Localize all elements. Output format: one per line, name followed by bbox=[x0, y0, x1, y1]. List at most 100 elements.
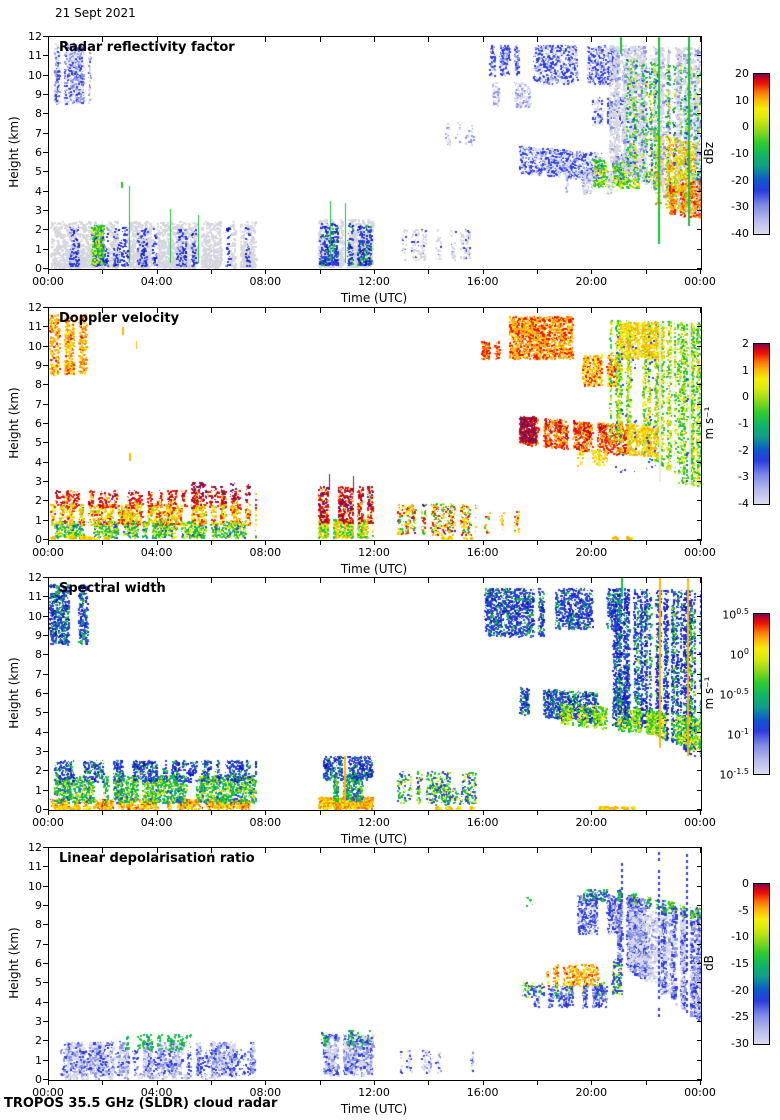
x-tick-mark bbox=[591, 848, 592, 853]
x-tick-mark bbox=[48, 810, 49, 815]
y-tick-mark bbox=[43, 75, 48, 76]
colorbar-tick-label: 10-1.5 bbox=[719, 767, 749, 782]
x-tick-mark bbox=[700, 308, 701, 313]
x-tick-mark bbox=[102, 540, 103, 545]
y-tick-mark bbox=[43, 404, 48, 405]
y-tick-mark bbox=[43, 94, 48, 95]
x-tick-mark bbox=[320, 540, 321, 545]
x-tick-mark bbox=[211, 810, 212, 815]
x-tick-mark bbox=[700, 810, 701, 815]
colorbar-reflectivity bbox=[753, 73, 770, 235]
x-tick-mark bbox=[102, 269, 103, 274]
y-tick-mark bbox=[697, 191, 702, 192]
y-tick-mark bbox=[697, 1040, 702, 1041]
x-tick-mark bbox=[374, 578, 375, 583]
x-tick-mark bbox=[157, 37, 158, 42]
y-tick-mark bbox=[697, 905, 702, 906]
y-tick-mark bbox=[697, 113, 702, 114]
y-axis-label: Height (km) bbox=[7, 116, 21, 188]
y-tick-mark bbox=[43, 1040, 48, 1041]
colorbar-tick-label: -5 bbox=[738, 903, 749, 917]
y-tick-mark bbox=[43, 152, 48, 153]
y-tick-label: 8 bbox=[35, 648, 42, 662]
x-tick-mark bbox=[211, 308, 212, 313]
y-tick-label: 1 bbox=[35, 242, 42, 256]
x-tick-mark bbox=[646, 37, 647, 42]
y-tick-mark bbox=[43, 1079, 48, 1080]
y-tick-label: 5 bbox=[35, 706, 42, 720]
y-tick-mark bbox=[697, 481, 702, 482]
y-tick-label: 12 bbox=[28, 301, 42, 314]
y-tick-mark bbox=[43, 693, 48, 694]
colorbar-unit-label: m s⁻¹ bbox=[702, 406, 716, 440]
x-tick-mark bbox=[265, 308, 266, 313]
y-tick-mark bbox=[697, 365, 702, 366]
y-tick-mark bbox=[697, 674, 702, 675]
y-tick-label: 4 bbox=[35, 455, 42, 469]
y-tick-mark bbox=[43, 423, 48, 424]
y-tick-mark bbox=[697, 596, 702, 597]
x-tick-mark bbox=[320, 848, 321, 853]
y-tick-mark bbox=[43, 191, 48, 192]
y-tick-mark bbox=[43, 442, 48, 443]
x-tick-mark bbox=[591, 308, 592, 313]
x-tick-mark bbox=[48, 1080, 49, 1085]
y-tick-mark bbox=[697, 384, 702, 385]
x-tick-mark bbox=[700, 540, 701, 545]
x-tick-label: 16:00 bbox=[466, 546, 499, 559]
x-tick-mark bbox=[211, 1080, 212, 1085]
y-tick-label: 9 bbox=[35, 359, 42, 372]
y-tick-mark bbox=[697, 520, 702, 521]
colorbar-unit-label: dB bbox=[702, 955, 716, 971]
x-tick-mark bbox=[374, 37, 375, 42]
y-tick-mark bbox=[43, 654, 48, 655]
y-tick-mark bbox=[697, 500, 702, 501]
y-tick-mark bbox=[697, 635, 702, 636]
x-tick-mark bbox=[646, 578, 647, 583]
x-tick-mark bbox=[537, 1080, 538, 1085]
y-tick-label: 11 bbox=[28, 590, 42, 604]
x-tick-mark bbox=[48, 37, 49, 42]
x-tick-mark bbox=[102, 848, 103, 853]
y-tick-label: 1 bbox=[35, 1053, 42, 1067]
y-tick-mark bbox=[697, 1060, 702, 1061]
x-tick-mark bbox=[591, 578, 592, 583]
y-tick-label: 7 bbox=[35, 667, 42, 681]
colorbar-tick-label: 2 bbox=[742, 337, 749, 350]
x-tick-label: 16:00 bbox=[466, 816, 499, 829]
y-tick-mark bbox=[697, 577, 702, 578]
y-tick-label: 3 bbox=[35, 745, 42, 758]
panel-title-ldr: Linear depolarisation ratio bbox=[59, 851, 255, 866]
x-tick-mark bbox=[265, 810, 266, 815]
y-tick-mark bbox=[697, 693, 702, 694]
colorbar-tick-label: 0 bbox=[742, 877, 749, 890]
y-tick-label: 10 bbox=[28, 879, 42, 893]
x-tick-mark bbox=[700, 578, 701, 583]
y-tick-label: 9 bbox=[35, 629, 42, 642]
y-tick-mark bbox=[697, 307, 702, 308]
x-tick-label: 08:00 bbox=[249, 546, 282, 559]
y-tick-mark bbox=[43, 924, 48, 925]
x-tick-label: 20:00 bbox=[575, 1086, 608, 1099]
x-tick-label: 08:00 bbox=[249, 816, 282, 829]
x-tick-mark bbox=[320, 810, 321, 815]
x-tick-mark bbox=[483, 269, 484, 274]
x-tick-mark bbox=[265, 540, 266, 545]
y-tick-label: 2 bbox=[35, 494, 42, 508]
y-tick-mark bbox=[697, 770, 702, 771]
x-tick-label: 12:00 bbox=[358, 816, 390, 829]
x-tick-mark bbox=[265, 848, 266, 853]
x-tick-mark bbox=[157, 308, 158, 313]
y-tick-label: 0 bbox=[35, 1073, 42, 1086]
x-axis-label: Time (UTC) bbox=[340, 1102, 408, 1116]
x-tick-mark bbox=[320, 308, 321, 313]
y-tick-mark bbox=[697, 1021, 702, 1022]
y-tick-label: 3 bbox=[35, 1015, 42, 1028]
y-tick-label: 1 bbox=[35, 783, 42, 797]
y-axis-label: Height (km) bbox=[7, 387, 21, 459]
y-tick-label: 2 bbox=[35, 1034, 42, 1048]
colorbar-linear_depolarisation_ratio bbox=[753, 883, 770, 1045]
x-tick-label: 20:00 bbox=[575, 816, 608, 829]
heatmap-canvas-spectral-width bbox=[49, 578, 701, 810]
y-tick-mark bbox=[697, 963, 702, 964]
